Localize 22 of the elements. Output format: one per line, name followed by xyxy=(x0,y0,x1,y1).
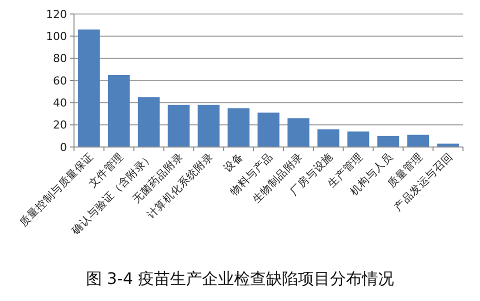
bar xyxy=(347,131,370,147)
bar xyxy=(108,74,130,147)
y-tick-label: 120 xyxy=(46,8,67,21)
bar xyxy=(198,104,220,147)
text: 图 3-4 疫苗生产企业检查缺陷项目分布情况 xyxy=(86,269,394,288)
x-tick-label: 设备 xyxy=(222,150,246,175)
bar xyxy=(437,144,459,147)
y-tick-label: 40 xyxy=(53,96,67,110)
bar xyxy=(168,104,190,147)
y-tick-label: 100 xyxy=(46,30,67,44)
bar xyxy=(138,97,160,147)
bar xyxy=(78,30,100,147)
bar xyxy=(228,108,250,147)
bar xyxy=(258,112,280,147)
y-tick-label: 0 xyxy=(60,140,67,154)
bar xyxy=(407,134,430,147)
bar xyxy=(288,118,310,147)
bar xyxy=(317,129,340,147)
y-tick-label: 80 xyxy=(53,52,67,66)
y-tick-label: 60 xyxy=(53,74,67,88)
y-tick-label: 20 xyxy=(53,118,67,132)
bar xyxy=(377,136,400,147)
